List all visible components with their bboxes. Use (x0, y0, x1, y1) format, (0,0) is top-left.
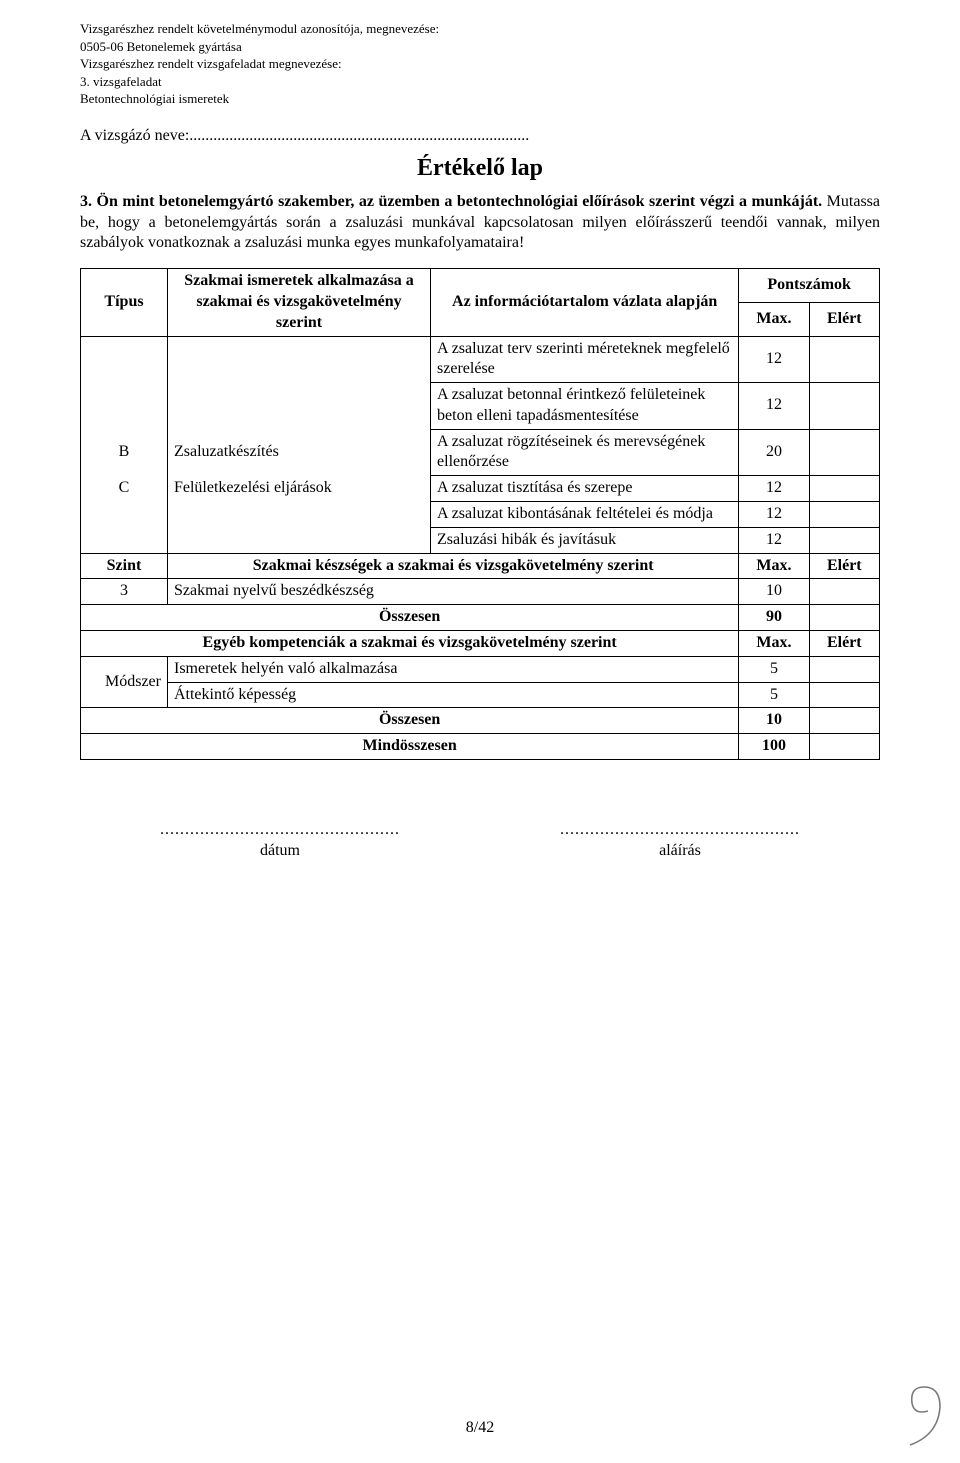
cell-max: 10 (739, 708, 809, 734)
cell-max: 12 (739, 502, 809, 528)
cell-max: 90 (739, 605, 809, 631)
cell-elert (809, 682, 879, 708)
page-title: Értékelő lap (80, 153, 880, 184)
cell-info: Zsaluzási hibák és javításuk (431, 527, 739, 553)
task-line-1: 3. Ön mint betonelemgyártó szakember, az… (80, 193, 822, 210)
cell-elert (809, 383, 879, 430)
table-row: Egyéb kompetenciák a szakmai és vizsgakö… (81, 631, 880, 657)
col-level-header: Szint (81, 553, 168, 579)
table-row: Szint Szakmai készségek a szakmai és viz… (81, 553, 880, 579)
col-skill-header: Szakmai ismeretek alkalmazása a szakmai … (167, 269, 430, 336)
cell-blank (81, 336, 168, 429)
cell-max: 20 (739, 429, 809, 476)
cell-elert (809, 605, 879, 631)
cell-max: 5 (739, 682, 809, 708)
task-text: 3. Ön mint betonelemgyártó szakember, az… (80, 192, 880, 254)
date-column: ........................................… (120, 820, 440, 862)
cell-max: 5 (739, 656, 809, 682)
table-row: B Zsaluzatkészítés A zsaluzat rögzítései… (81, 429, 880, 476)
cell-elert (809, 579, 879, 605)
col-max-header: Max. (739, 302, 809, 336)
table-row: A zsaluzat kibontásának feltételei és mó… (81, 502, 880, 528)
signature-label: aláírás (520, 841, 840, 862)
cell-info: A zsaluzat tisztítása és szerepe (431, 476, 739, 502)
col-elert-header: Elért (809, 302, 879, 336)
cell-elert (809, 656, 879, 682)
header-line-1: Vizsgarészhez rendelt követelménymodul a… (80, 20, 880, 38)
page-number: 8/42 (0, 1418, 960, 1439)
cell-elert (809, 502, 879, 528)
col-max-header: Max. (739, 553, 809, 579)
page-curl-icon (900, 1377, 950, 1447)
grand-total-row: Mindösszesen (81, 734, 739, 760)
cell-blank (167, 336, 430, 429)
cell-skill: Szakmai nyelvű beszédkészség (167, 579, 738, 605)
sum-row: Összesen (81, 605, 739, 631)
cell-max: 12 (739, 383, 809, 430)
table-row: 3 Szakmai nyelvű beszédkészség 10 (81, 579, 880, 605)
cell-method: Módszer (81, 656, 168, 708)
cell-skill: Zsaluzatkészítés (167, 429, 430, 476)
signature-row: ........................................… (80, 820, 880, 862)
cell-max: 12 (739, 336, 809, 383)
cell-max: 10 (739, 579, 809, 605)
signature-column: ........................................… (520, 820, 840, 862)
header-line-3: Vizsgarészhez rendelt vizsgafeladat megn… (80, 55, 880, 73)
col-elert-header: Elért (809, 631, 879, 657)
cell-blank (81, 502, 168, 554)
cell-type: C (81, 476, 168, 502)
cell-elert (809, 708, 879, 734)
header-line-4: 3. vizsgafeladat (80, 73, 880, 91)
date-label: dátum (120, 841, 440, 862)
col-max-header: Max. (739, 631, 809, 657)
cell-elert (809, 476, 879, 502)
cell-info: A zsaluzat rögzítéseinek és merevségének… (431, 429, 739, 476)
cell-info: A zsaluzat kibontásának feltételei és mó… (431, 502, 739, 528)
cell-info: Ismeretek helyén való alkalmazása (167, 656, 738, 682)
cell-elert (809, 429, 879, 476)
cell-info: Áttekintő képesség (167, 682, 738, 708)
other-comp-header: Egyéb kompetenciák a szakmai és vizsgakö… (81, 631, 739, 657)
cell-max: 12 (739, 527, 809, 553)
table-row: Mindösszesen 100 (81, 734, 880, 760)
rubric-table: Típus Szakmai ismeretek alkalmazása a sz… (80, 268, 880, 760)
sum-row: Összesen (81, 708, 739, 734)
table-row: Módszer Ismeretek helyén való alkalmazás… (81, 656, 880, 682)
table-row: Összesen 90 (81, 605, 880, 631)
cell-elert (809, 527, 879, 553)
examinee-name-line: A vizsgázó neve:........................… (80, 126, 880, 147)
header-line-5: Betontechnológiai ismeretek (80, 90, 880, 108)
cell-info: A zsaluzat terv szerinti méreteknek megf… (431, 336, 739, 383)
col-points-header: Pontszámok (739, 269, 880, 303)
cell-max: 12 (739, 476, 809, 502)
cell-elert (809, 336, 879, 383)
cell-type: B (81, 429, 168, 476)
skills-by-header: Szakmai készségek a szakmai és vizsgaköv… (167, 553, 738, 579)
cell-skill: Felületkezelési eljárások (167, 476, 430, 502)
table-row: Áttekintő képesség 5 (81, 682, 880, 708)
col-info-header: Az információtartalom vázlata alapján (431, 269, 739, 336)
header-block: Vizsgarészhez rendelt követelménymodul a… (80, 20, 880, 108)
table-row: Típus Szakmai ismeretek alkalmazása a sz… (81, 269, 880, 303)
cell-max: 100 (739, 734, 809, 760)
cell-info: A zsaluzat betonnal érintkező felületein… (431, 383, 739, 430)
signature-dots: ........................................… (520, 820, 840, 841)
table-row: Összesen 10 (81, 708, 880, 734)
col-type-header: Típus (81, 269, 168, 336)
col-elert-header: Elért (809, 553, 879, 579)
cell-elert (809, 734, 879, 760)
cell-level: 3 (81, 579, 168, 605)
table-row: C Felületkezelési eljárások A zsaluzat t… (81, 476, 880, 502)
date-dots: ........................................… (120, 820, 440, 841)
cell-blank (167, 502, 430, 554)
header-line-2: 0505-06 Betonelemek gyártása (80, 38, 880, 56)
table-row: A zsaluzat terv szerinti méreteknek megf… (81, 336, 880, 383)
